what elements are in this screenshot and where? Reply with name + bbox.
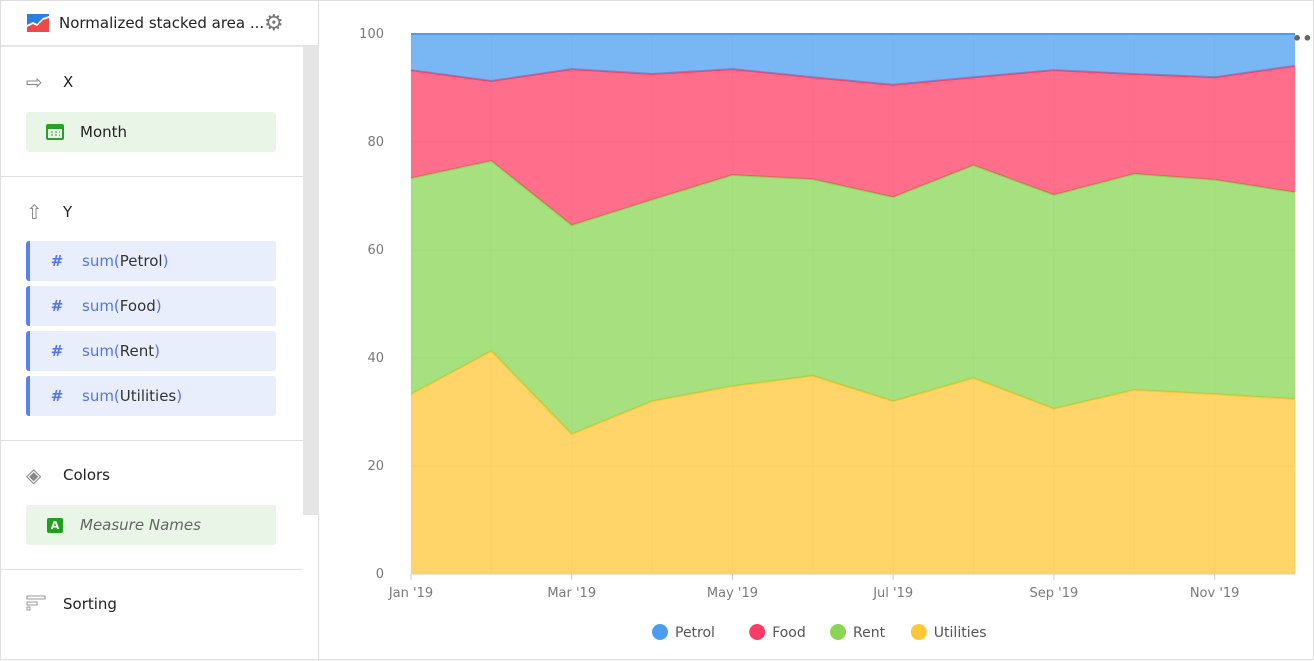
area-chart-icon <box>27 14 49 32</box>
y-tick-label: 40 <box>367 351 384 366</box>
area-food <box>411 65 1295 226</box>
paint-bucket-icon: ◈ <box>26 463 42 487</box>
calendar-icon <box>46 124 64 140</box>
section-label: Y <box>63 203 73 221</box>
legend-item[interactable]: Rent <box>853 625 886 641</box>
hash-icon: # <box>50 342 64 360</box>
x-tick-label: Jul '19 <box>872 586 913 601</box>
section-colors: ◈ Colors A Measure Names <box>1 460 303 570</box>
field-label: Food <box>119 297 156 315</box>
x-tick-label: Nov '19 <box>1190 586 1240 601</box>
legend-marker[interactable] <box>749 624 766 640</box>
area-rent <box>411 160 1295 435</box>
field-label: Utilities <box>119 387 177 405</box>
legend-marker[interactable] <box>652 624 668 640</box>
y-tick-label: 20 <box>367 459 384 474</box>
fn-close: ) <box>155 297 162 315</box>
section-label: Colors <box>63 466 110 484</box>
field-sum-petrol[interactable]: # sum(Petrol) <box>26 241 276 281</box>
section-label: Sorting <box>63 595 117 613</box>
x-tick-label: Sep '19 <box>1030 586 1079 601</box>
legend-item[interactable]: Petrol <box>675 625 715 641</box>
y-tick-label: 0 <box>376 567 384 582</box>
fn: sum( <box>82 252 120 270</box>
legend-item[interactable]: Utilities <box>934 625 987 641</box>
gear-icon[interactable]: ⚙ <box>264 10 284 36</box>
x-tick-label: Jan '19 <box>388 586 433 601</box>
area-utilities <box>411 350 1295 574</box>
arrow-up-icon: ⇧ <box>26 200 43 224</box>
badge: A <box>46 517 64 533</box>
y-tick-label: 80 <box>367 135 384 150</box>
field-label: Month <box>80 123 128 141</box>
chart-title: Normalized stacked area ... <box>59 14 265 32</box>
field-sum-food[interactable]: # sum(Food) <box>26 286 276 326</box>
area-petrol <box>411 34 1295 85</box>
hash-icon: # <box>50 297 64 315</box>
section-x: ⇨ X Month <box>1 67 303 177</box>
field-label: Measure Names <box>80 516 201 534</box>
fn: sum( <box>82 387 120 405</box>
field-label: Rent <box>119 342 155 360</box>
y-tick-label: 60 <box>367 243 384 258</box>
more-menu-icon[interactable]: ••• <box>1292 29 1314 48</box>
fn: sum( <box>82 297 120 315</box>
x-tick-label: Mar '19 <box>547 586 596 601</box>
legend-marker[interactable] <box>910 624 927 640</box>
scrollbar[interactable] <box>303 47 319 515</box>
field-measure-names[interactable]: A Measure Names <box>26 505 276 545</box>
field-label: Petrol <box>119 252 163 270</box>
sidebar-header: Normalized stacked area ... ⚙ <box>1 1 318 47</box>
field-sum-rent[interactable]: # sum(Rent) <box>26 331 276 371</box>
hash-icon: # <box>50 387 64 405</box>
field-sum-utilities[interactable]: # sum(Utilities) <box>26 376 276 416</box>
sort-icon <box>26 592 50 616</box>
chart: 0 20 40 60 80 100 Jan '19 Mar '19 May '19 Jul '19… <box>359 27 1314 641</box>
section-sorting: Sorting <box>1 589 303 619</box>
field-month[interactable]: Month <box>26 112 276 152</box>
x-tick-label: May '19 <box>707 586 758 601</box>
arrow-right-icon: ⇨ <box>26 70 43 94</box>
fn: sum( <box>82 342 120 360</box>
fn-close: ) <box>176 387 183 405</box>
y-tick-label: 100 <box>359 27 384 42</box>
text-type-icon: A <box>46 517 64 533</box>
legend-marker[interactable] <box>830 624 846 640</box>
hash-icon: # <box>50 252 64 270</box>
legend-item[interactable]: Food <box>772 625 806 641</box>
sidebar: Normalized stacked area ... ⚙ ⇨ X Month ⇧… <box>1 1 319 661</box>
fn-close: ) <box>154 342 161 360</box>
section-y: ⇧ Y # sum(Petrol) # sum(Food) # sum(Rent) # s… <box>1 197 303 441</box>
fn-close: ) <box>162 252 169 270</box>
section-label: X <box>63 73 74 91</box>
